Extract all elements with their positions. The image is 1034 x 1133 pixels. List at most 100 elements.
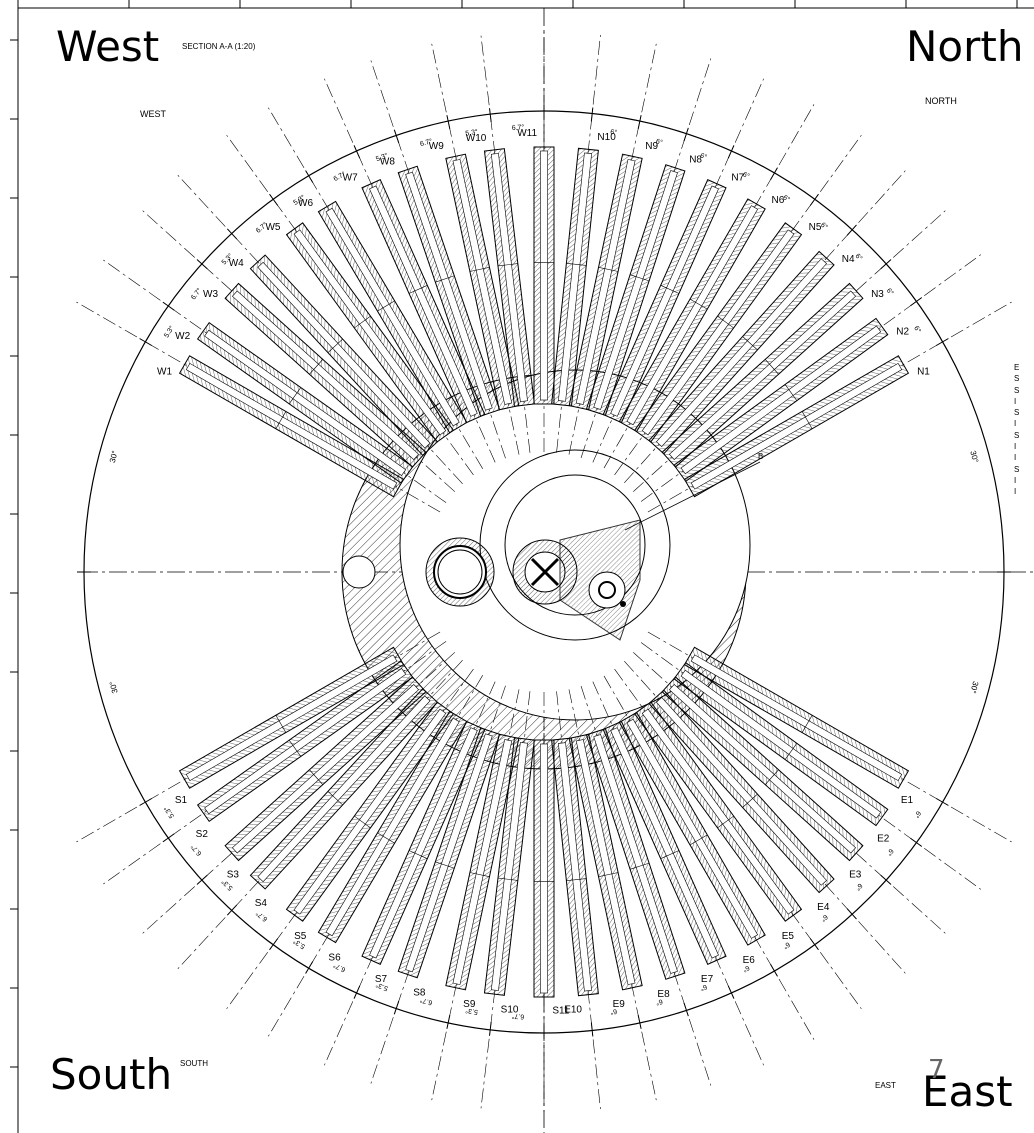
ring-tick <box>393 1000 400 1015</box>
beam-label: W7 <box>343 173 358 184</box>
ring-tick <box>162 301 175 311</box>
beam-label: S1 <box>175 795 188 806</box>
angle-label: 5.3° <box>162 805 176 820</box>
section-label: SECTION A-A (1:20) <box>182 42 256 51</box>
beam-channel-E9 <box>568 733 643 991</box>
ring-tick <box>139 338 152 346</box>
ring-tick <box>683 127 689 142</box>
beam-label: N3 <box>871 289 884 300</box>
ring-tick <box>727 985 735 999</box>
ring-tick <box>162 833 175 843</box>
beam-label: W3 <box>203 289 218 300</box>
beam-channel-E8 <box>585 728 686 980</box>
ring-tick <box>590 1022 594 1037</box>
ring-tick <box>393 129 400 144</box>
beam-channel-N9 <box>568 153 643 411</box>
angle-label: 5.3° <box>465 128 479 138</box>
beam-channel-N6 <box>618 198 766 433</box>
beam-label: S4 <box>255 898 268 909</box>
angle-label: 6° <box>610 1007 618 1016</box>
beam-channel-N5 <box>633 222 803 443</box>
note-line: I <box>1014 442 1017 452</box>
beam-channel-S4 <box>249 687 439 890</box>
angle-label: 5.3° <box>162 324 176 339</box>
angle-label: 30° <box>108 680 120 694</box>
label-south: SOUTH <box>180 1059 208 1068</box>
beam-channel-W6 <box>317 200 468 434</box>
beam-channel-N8 <box>585 164 686 416</box>
angle-label: 6° <box>912 809 922 819</box>
beam-label: E1 <box>901 795 914 806</box>
beam-channel-W8 <box>397 165 501 417</box>
ring-tick <box>809 938 819 951</box>
beam-label: N7 <box>731 173 744 184</box>
angle-label: 30° <box>968 450 980 464</box>
ring-tick <box>305 961 314 974</box>
beam-label: E2 <box>877 834 890 845</box>
ring-tick <box>353 145 361 159</box>
ring-tick <box>809 193 819 206</box>
ring-tick <box>936 338 949 346</box>
ring-tick <box>880 259 892 270</box>
ring-tick <box>139 798 152 806</box>
angle-label: 6.7° <box>419 137 433 148</box>
angle-label: 6.7° <box>254 909 269 923</box>
ring-tick <box>446 115 451 130</box>
angle-label: 6° <box>819 221 829 232</box>
beam-channel-W9 <box>445 153 520 411</box>
beam-channel-S5 <box>285 701 455 922</box>
beam-label: S9 <box>463 999 476 1010</box>
angle-label: 6° <box>741 964 751 974</box>
angle-label: 6° <box>854 252 865 263</box>
ring-tick <box>910 297 923 307</box>
beam-label: E9 <box>613 999 626 1010</box>
corner-south: South <box>50 1050 173 1099</box>
beam-label: W11 <box>517 128 537 139</box>
angle-label: 6° <box>885 287 896 297</box>
corner-east: East <box>922 1067 1013 1116</box>
beam-label: W6 <box>298 198 313 209</box>
beam-label: S3 <box>227 869 240 880</box>
beam-channel-S8 <box>397 727 501 979</box>
ring-tick <box>196 874 208 885</box>
angle-label: 6.7° <box>419 996 433 1007</box>
ring-tick <box>226 904 238 916</box>
ring-tick <box>196 259 208 270</box>
beam-label: S6 <box>328 952 341 963</box>
beam-label: W10 <box>466 133 487 144</box>
beam-channel-N1 <box>683 355 910 498</box>
beam-label: N1 <box>917 367 930 378</box>
beam-label: E8 <box>657 989 670 1000</box>
note-line: S <box>1014 464 1020 474</box>
beam-label: E7 <box>701 974 714 985</box>
beam-channel-W2 <box>196 321 414 484</box>
note-line: I <box>1014 475 1017 485</box>
note-line: S <box>1014 430 1020 440</box>
beam-label: N8 <box>689 155 702 166</box>
beam-label: W1 <box>157 367 172 378</box>
beam-label: S11 <box>552 1005 569 1016</box>
ring-tick <box>353 985 361 999</box>
beam-channel-S7 <box>361 720 486 965</box>
note-line: S <box>1014 385 1020 395</box>
angle-label: 30° <box>108 450 120 464</box>
angle-label: 6.7° <box>189 286 203 301</box>
ring-tick <box>446 1014 451 1029</box>
beam-label: E3 <box>849 869 862 880</box>
beam-channel-S2 <box>196 660 414 823</box>
beam-channel-S3 <box>224 676 427 862</box>
beam-channel-N2 <box>673 317 889 483</box>
angle-label: 6° <box>655 997 664 1007</box>
beam-channel-E3 <box>661 676 864 862</box>
detail-callout: B <box>758 452 763 461</box>
beam-channel-S1 <box>178 646 405 789</box>
angle-label: 6° <box>853 882 864 893</box>
note-line: I <box>1014 453 1017 463</box>
moderator-assembly <box>512 461 761 641</box>
ring-tick <box>637 1014 642 1029</box>
frame-ticks <box>10 0 1018 1068</box>
angle-label: 6° <box>885 847 896 857</box>
angle-label: 6° <box>741 170 751 180</box>
